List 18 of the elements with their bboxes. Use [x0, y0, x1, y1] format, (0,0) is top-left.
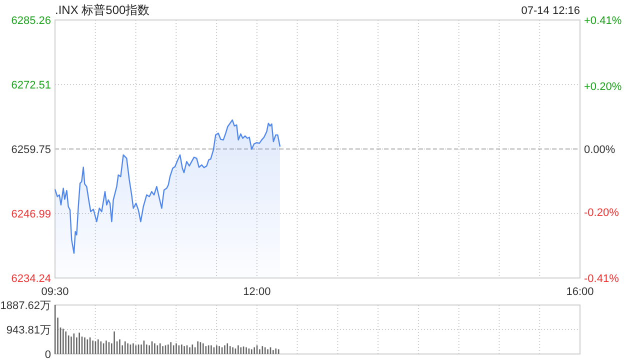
x-tick-label: 09:30 — [41, 286, 69, 298]
y-tick-label: 6234.24 — [11, 273, 51, 285]
text: 07-14 12:16 — [521, 5, 580, 17]
x-tick-label: 12:00 — [243, 286, 271, 298]
y-tick-label: 943.81万 — [6, 324, 51, 336]
y2-tick-label: -0.20% — [584, 206, 620, 219]
y2-tick-label: +0.41% — [584, 15, 622, 27]
y-tick-label: 6246.99 — [11, 208, 51, 221]
y-tick-label: 1887.62万 — [0, 300, 51, 312]
y2-tick-label: -0.41% — [584, 273, 620, 285]
y-tick-label: 6272.51 — [11, 79, 51, 92]
y-tick-label: 6285.26 — [11, 15, 51, 27]
y2-tick-label: 0.00% — [584, 144, 616, 156]
chart-title: .INX 标普500指数 — [55, 3, 150, 17]
y-tick-label: 6259.75 — [11, 144, 51, 156]
y-tick-label: 0 — [44, 349, 51, 360]
y2-tick-label: +0.20% — [584, 81, 622, 94]
x-tick-label: 16:00 — [566, 286, 594, 298]
